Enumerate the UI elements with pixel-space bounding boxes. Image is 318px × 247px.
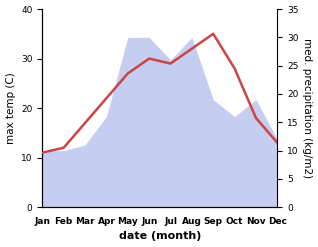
X-axis label: date (month): date (month)	[119, 231, 201, 242]
Y-axis label: med. precipitation (kg/m2): med. precipitation (kg/m2)	[302, 38, 313, 178]
Y-axis label: max temp (C): max temp (C)	[5, 72, 16, 144]
